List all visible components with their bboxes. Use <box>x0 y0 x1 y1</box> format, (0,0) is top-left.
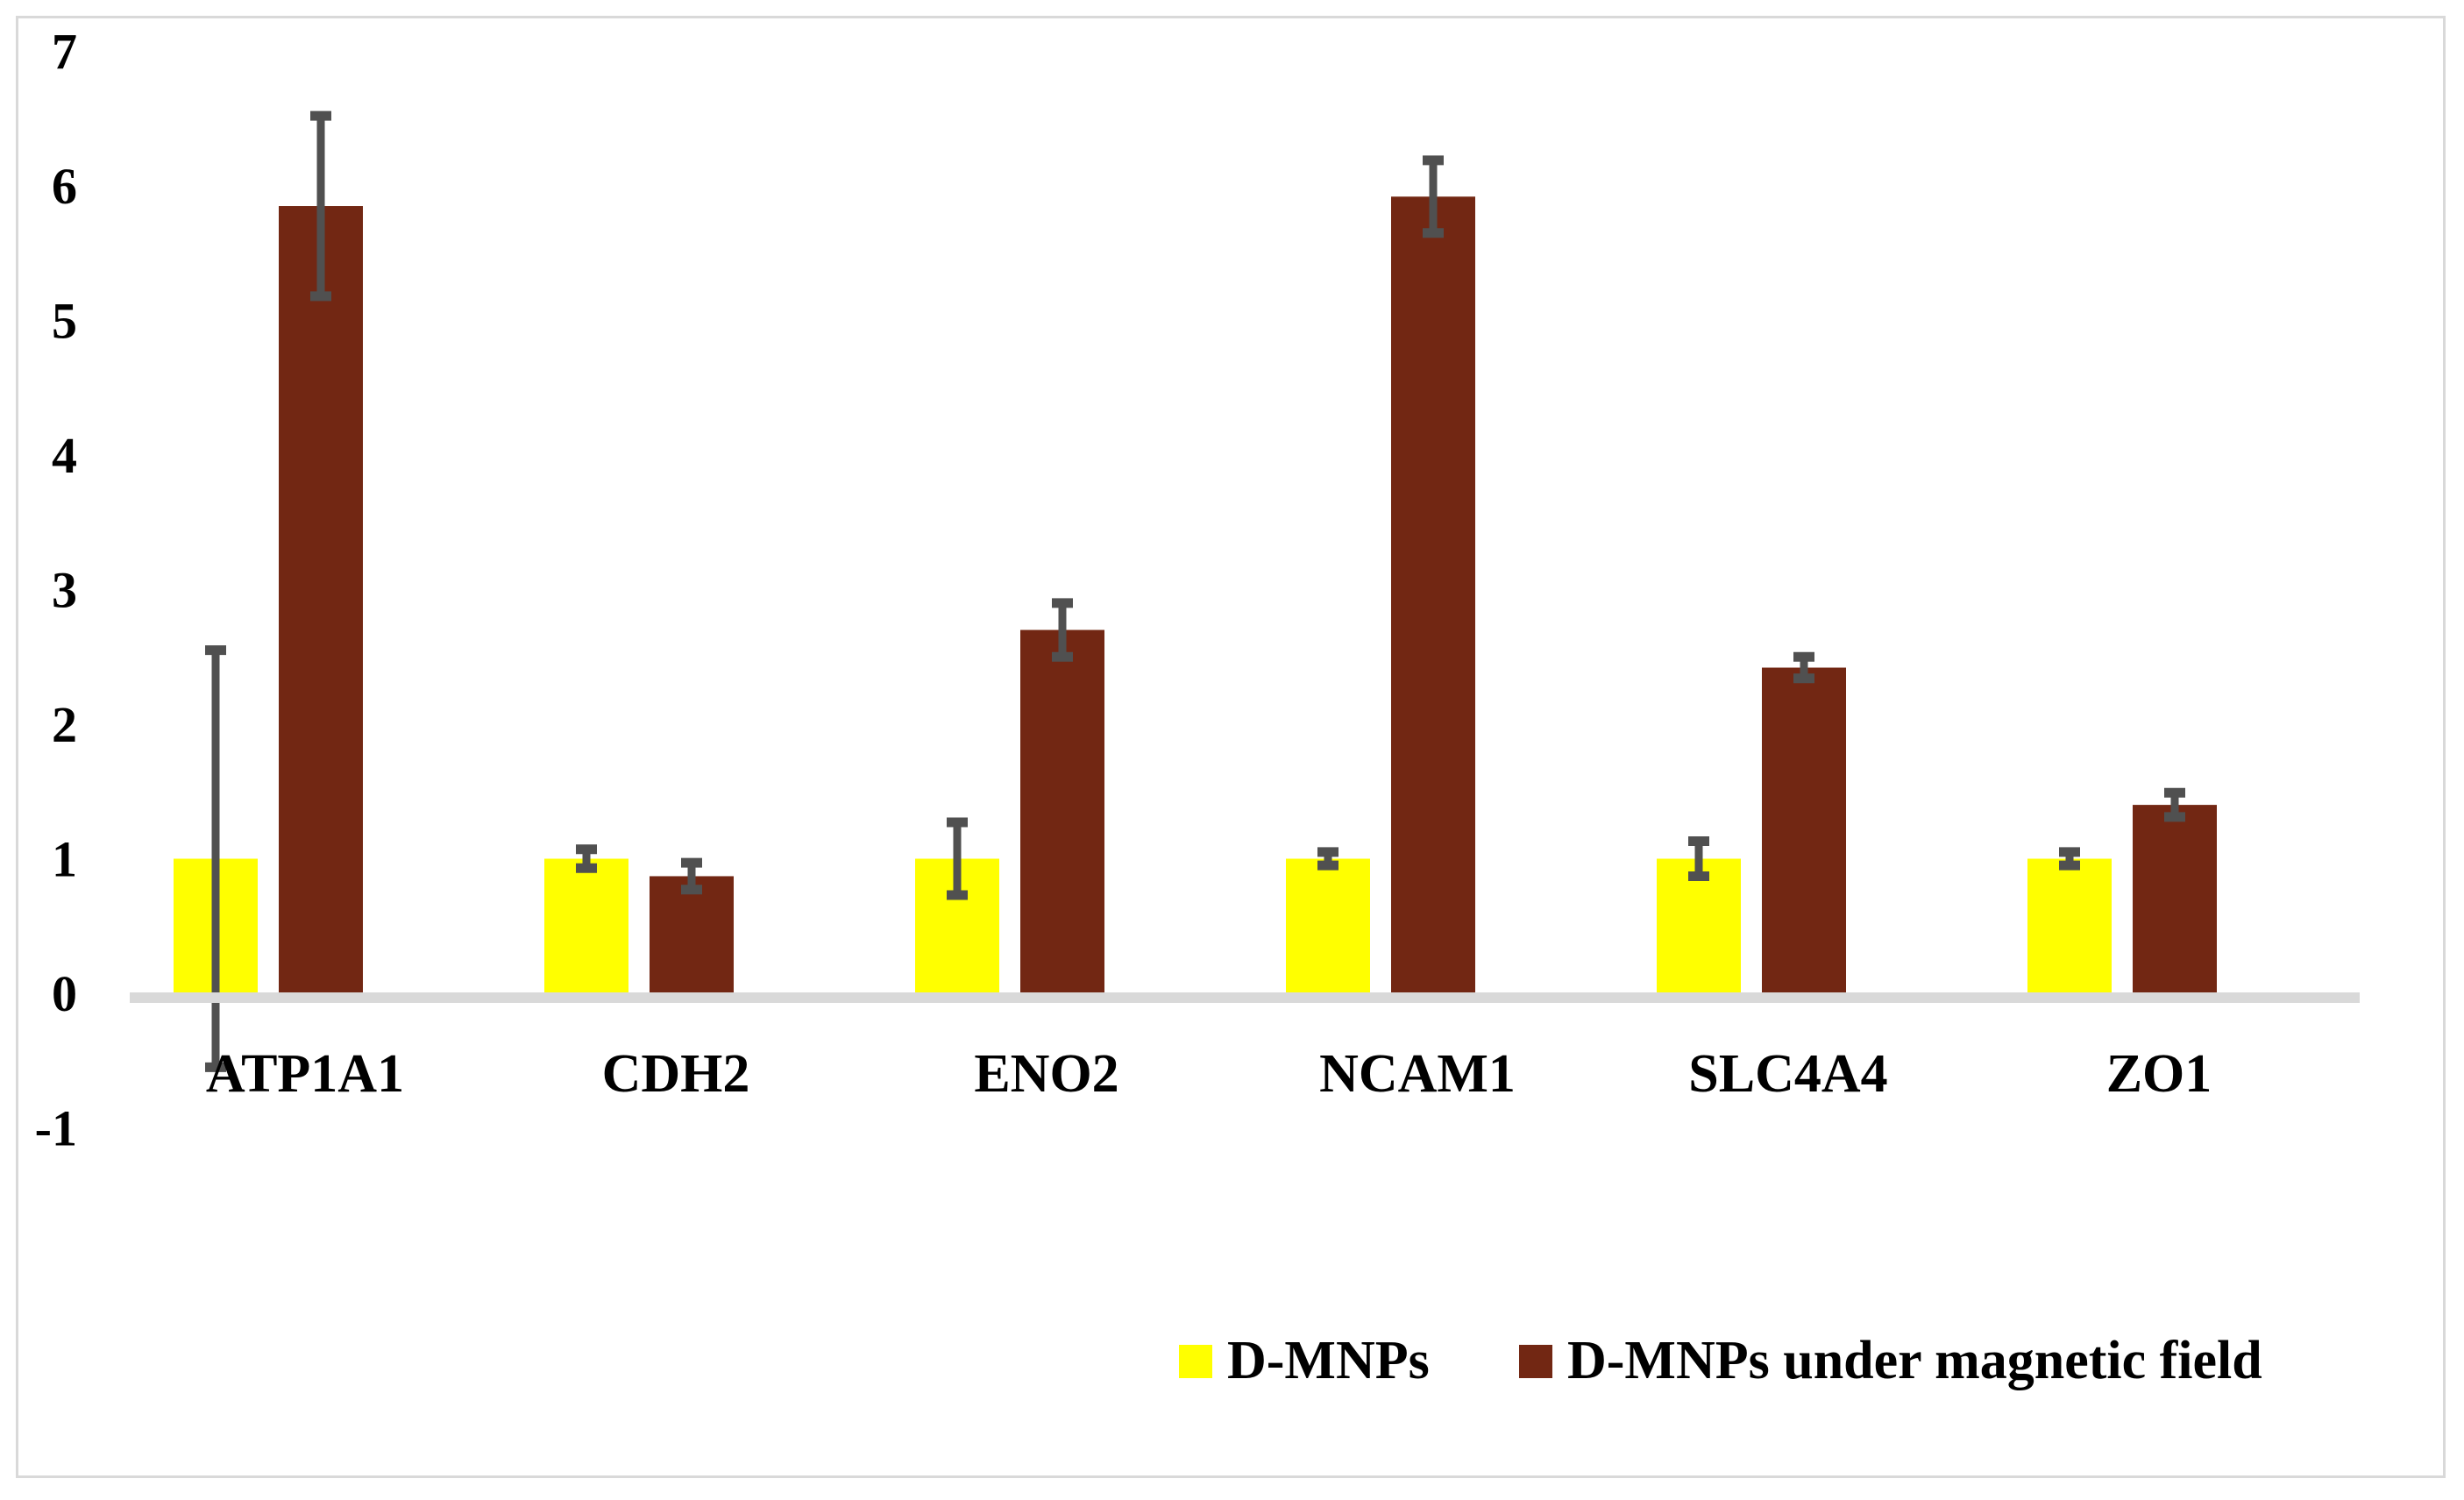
chart-frame <box>16 16 2446 1478</box>
error-bar-ncam1-series-1 <box>1317 847 1339 871</box>
bar-slc4a4-series-2 <box>1762 667 1846 993</box>
x-category-label: ATP1A1 <box>206 1044 404 1104</box>
error-bar-eno2-series-1 <box>947 817 968 900</box>
error-bars-layer <box>205 110 2185 1072</box>
y-tick-label: 5 <box>52 293 77 350</box>
bar-eno2-series-2 <box>1020 629 1104 993</box>
error-bar-cdh2-series-1 <box>576 844 597 873</box>
y-tick-label: 3 <box>52 562 77 619</box>
legend-label: D-MNPs <box>1227 1331 1430 1390</box>
error-bar-slc4a4-series-1 <box>1688 836 1709 881</box>
y-tick-label: 6 <box>52 158 77 215</box>
bar-atp1a1-series-2 <box>279 206 363 993</box>
y-tick-label: 4 <box>52 427 77 484</box>
x-category-label: SLC4A4 <box>1688 1044 1887 1104</box>
x-category-label: ENO2 <box>974 1044 1118 1104</box>
error-bar-zo1-series-1 <box>2059 847 2080 871</box>
error-bar-eno2-series-2 <box>1052 598 1073 662</box>
y-tick-label: 7 <box>52 24 77 81</box>
x-category-label: CDH2 <box>602 1044 750 1104</box>
legend-swatch <box>1179 1345 1212 1378</box>
y-tick-label: -1 <box>35 1100 77 1157</box>
error-bar-atp1a1-series-2 <box>310 110 331 302</box>
bar-ncam1-series-2 <box>1391 196 1475 993</box>
bar-zo1-series-2 <box>2133 805 2217 993</box>
bar-zo1-series-1 <box>2027 858 2112 993</box>
bars-layer <box>174 196 2217 993</box>
error-bar-slc4a4-series-2 <box>1793 651 1814 684</box>
legend: D-MNPs D-MNPs under magnetic field <box>1179 1331 2262 1390</box>
x-category-labels: ATP1A1 CDH2 ENO2 NCAM1 SLC4A4 ZO1 <box>206 1044 2212 1104</box>
bar-ncam1-series-1 <box>1286 858 1370 993</box>
y-tick-label: 0 <box>52 965 77 1022</box>
bar-cdh2-series-2 <box>650 876 734 993</box>
x-category-label: ZO1 <box>2106 1044 2212 1104</box>
y-tick-label: 1 <box>52 831 77 888</box>
error-bar-cdh2-series-2 <box>681 857 702 895</box>
legend-swatch <box>1519 1345 1552 1378</box>
bar-slc4a4-series-1 <box>1657 858 1741 993</box>
bar-cdh2-series-1 <box>544 858 628 993</box>
legend-item-series-2: D-MNPs under magnetic field <box>1519 1331 2262 1390</box>
error-bar-zo1-series-2 <box>2164 787 2185 822</box>
y-tick-labels: -1 0 1 2 3 4 5 6 7 <box>35 24 77 1157</box>
legend-label: D-MNPs under magnetic field <box>1567 1331 2262 1390</box>
y-tick-label: 2 <box>52 696 77 753</box>
error-bar-ncam1-series-2 <box>1423 155 1444 238</box>
x-category-label: NCAM1 <box>1319 1044 1516 1104</box>
legend-item-series-1: D-MNPs <box>1179 1331 1430 1390</box>
